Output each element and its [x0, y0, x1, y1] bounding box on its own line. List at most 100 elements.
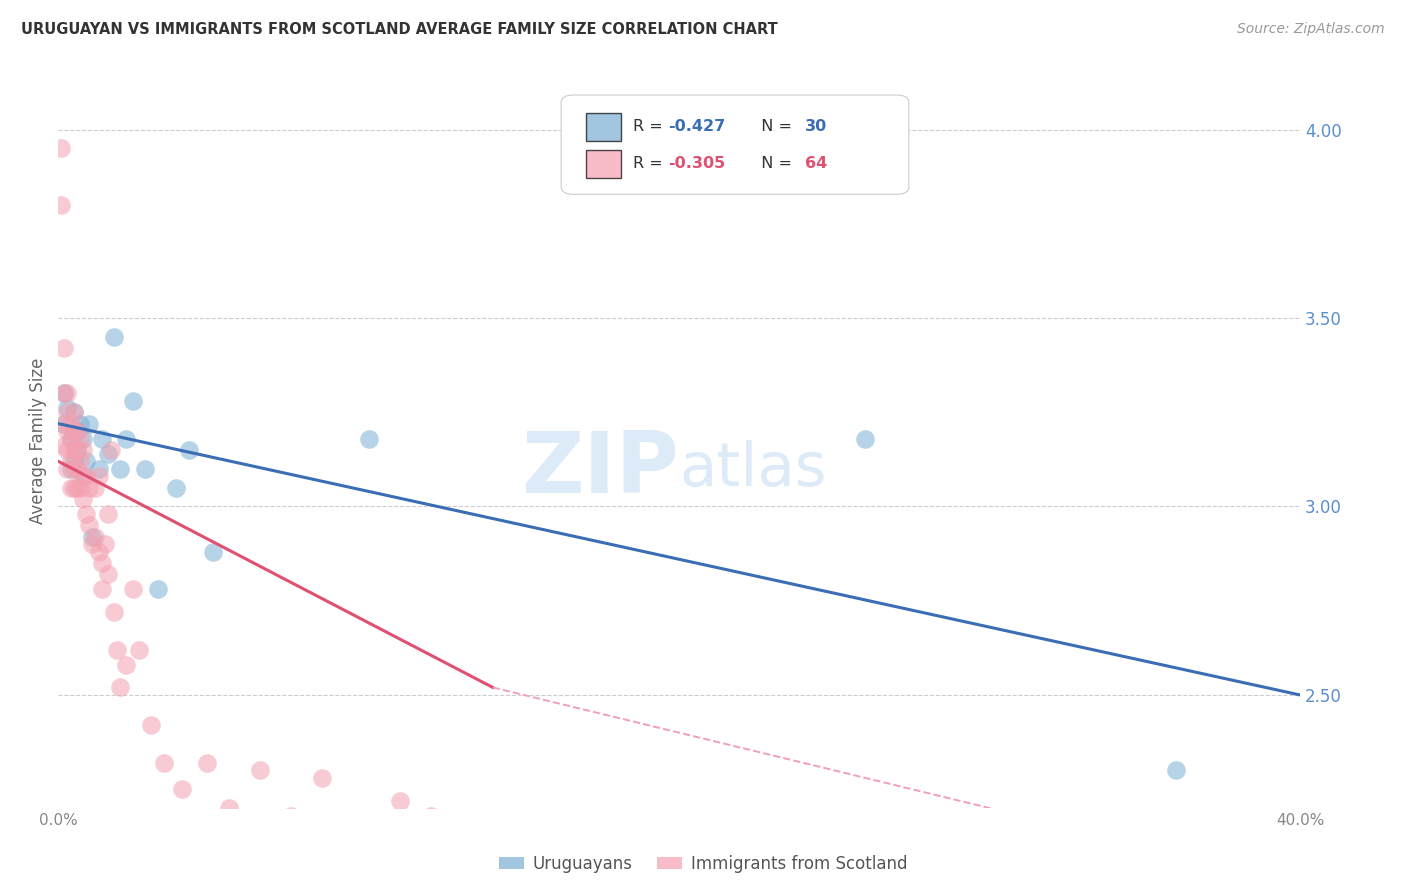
Point — [77, 417, 100, 431]
Point — [59, 481, 82, 495]
Point — [202, 545, 225, 559]
Point — [172, 782, 194, 797]
Point — [59, 462, 82, 476]
FancyBboxPatch shape — [586, 150, 620, 178]
Point — [72, 432, 94, 446]
Text: R =: R = — [633, 156, 668, 171]
Point — [84, 481, 107, 495]
Point — [419, 808, 441, 822]
Point — [62, 442, 84, 457]
Point — [51, 141, 73, 155]
Point — [51, 198, 73, 212]
Legend: Uruguayans, Immigrants from Scotland: Uruguayans, Immigrants from Scotland — [492, 848, 914, 880]
Point — [90, 582, 112, 597]
Point — [121, 582, 143, 597]
Point — [66, 442, 89, 457]
Point — [56, 462, 79, 476]
Point — [97, 507, 120, 521]
Point — [72, 469, 94, 483]
Point — [72, 469, 94, 483]
Point — [87, 545, 110, 559]
Point — [72, 491, 94, 506]
Point — [69, 417, 91, 431]
Point — [280, 808, 302, 822]
Point — [66, 424, 89, 438]
Point — [218, 801, 240, 815]
Point — [1133, 857, 1156, 871]
FancyBboxPatch shape — [561, 95, 908, 194]
Point — [66, 462, 89, 476]
Point — [121, 393, 143, 408]
Point — [146, 582, 169, 597]
Point — [62, 462, 84, 476]
Point — [93, 537, 115, 551]
Point — [105, 642, 128, 657]
Point — [141, 718, 163, 732]
FancyBboxPatch shape — [586, 113, 620, 141]
Point — [53, 386, 76, 401]
Point — [110, 462, 132, 476]
Point — [100, 442, 122, 457]
Point — [134, 462, 156, 476]
Point — [1164, 764, 1187, 778]
Text: -0.427: -0.427 — [668, 120, 725, 134]
Point — [165, 481, 187, 495]
Point — [75, 507, 97, 521]
Point — [56, 386, 79, 401]
Point — [53, 386, 76, 401]
Point — [90, 556, 112, 570]
Point — [177, 442, 200, 457]
Point — [77, 481, 100, 495]
Point — [62, 481, 84, 495]
Point — [195, 756, 218, 770]
Text: 30: 30 — [804, 120, 827, 134]
Point — [56, 442, 79, 457]
Text: atlas: atlas — [679, 441, 827, 500]
Text: N =: N = — [751, 156, 797, 171]
Point — [87, 462, 110, 476]
Text: N =: N = — [751, 120, 797, 134]
Text: 64: 64 — [804, 156, 827, 171]
Point — [855, 432, 877, 446]
Point — [115, 657, 138, 672]
Point — [90, 432, 112, 446]
Point — [59, 432, 82, 446]
Point — [97, 567, 120, 582]
Point — [53, 341, 76, 355]
Point — [110, 681, 132, 695]
Point — [53, 439, 76, 453]
Point — [59, 432, 82, 446]
Text: Source: ZipAtlas.com: Source: ZipAtlas.com — [1237, 22, 1385, 37]
Point — [72, 442, 94, 457]
Point — [103, 605, 125, 619]
Text: R =: R = — [633, 120, 668, 134]
Point — [75, 454, 97, 468]
Text: -0.305: -0.305 — [668, 156, 725, 171]
Point — [53, 417, 76, 431]
Point — [465, 838, 488, 853]
Point — [56, 424, 79, 438]
Point — [152, 756, 174, 770]
Point — [77, 518, 100, 533]
Point — [56, 401, 79, 416]
Point — [62, 454, 84, 468]
Point — [69, 432, 91, 446]
Point — [357, 432, 380, 446]
Point — [75, 469, 97, 483]
Point — [69, 481, 91, 495]
Text: URUGUAYAN VS IMMIGRANTS FROM SCOTLAND AVERAGE FAMILY SIZE CORRELATION CHART: URUGUAYAN VS IMMIGRANTS FROM SCOTLAND AV… — [21, 22, 778, 37]
Point — [62, 405, 84, 419]
Point — [388, 793, 411, 807]
Point — [62, 405, 84, 419]
Point — [66, 424, 89, 438]
Point — [66, 481, 89, 495]
Point — [82, 530, 104, 544]
Text: ZIP: ZIP — [522, 428, 679, 511]
Point — [87, 469, 110, 483]
Point — [66, 442, 89, 457]
Point — [84, 530, 107, 544]
Point — [53, 417, 76, 431]
Point — [103, 330, 125, 344]
Point — [97, 447, 120, 461]
Point — [115, 432, 138, 446]
